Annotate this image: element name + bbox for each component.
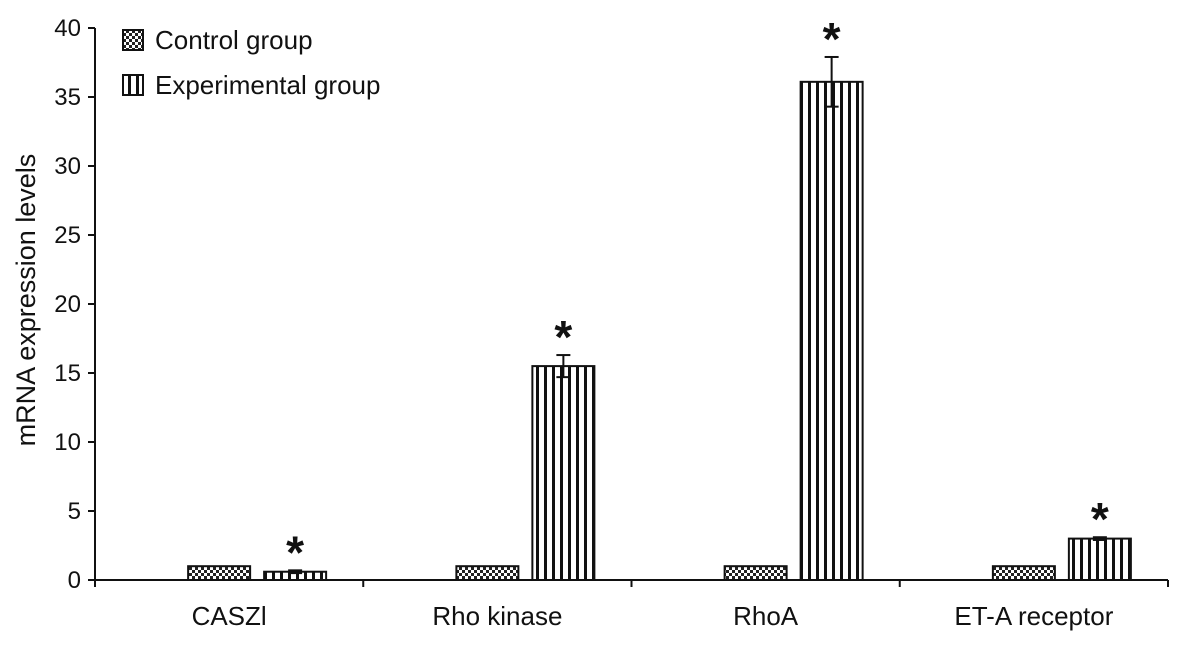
- y-tick-label-25: 25: [54, 222, 81, 249]
- y-tick-label-0: 0: [68, 567, 81, 594]
- y-tick-label-20: 20: [54, 291, 81, 318]
- significance-marker-1: *: [554, 311, 572, 363]
- x-tick-label-1: Rho kinase: [432, 601, 562, 631]
- y-tick-label-15: 15: [54, 360, 81, 387]
- x-tick-label-2: RhoA: [733, 601, 799, 631]
- significance-marker-3: *: [1091, 493, 1109, 545]
- y-tick-label-35: 35: [54, 84, 81, 111]
- x-tick-label-3: ET-A receptor: [954, 601, 1113, 631]
- x-axis: CASZl Rho kinase RhoA ET-A receptor: [94, 579, 1169, 631]
- legend-item-experimental: Experimental group: [122, 70, 380, 100]
- significance-marker-2: *: [823, 13, 841, 65]
- bar-0-2: [723, 565, 788, 582]
- y-axis: 0 5 10 15 20 25 30 35 40: [54, 15, 96, 594]
- bar-0-0: [187, 565, 252, 582]
- y-tick-label-30: 30: [54, 153, 81, 180]
- x-tick-label-0: CASZl: [192, 601, 267, 631]
- legend-swatch-experimental: [122, 74, 144, 96]
- y-tick-label-10: 10: [54, 429, 81, 456]
- bar-0-3: [991, 565, 1056, 582]
- significance-marker-0: *: [286, 526, 304, 578]
- legend-label-experimental: Experimental group: [155, 70, 380, 100]
- legend: Control group Experimental group: [122, 25, 380, 100]
- legend-item-control: Control group: [122, 25, 313, 55]
- legend-label-control: Control group: [155, 25, 313, 55]
- significance-markers: * * * *: [286, 13, 1109, 578]
- y-tick-label-5: 5: [68, 498, 81, 525]
- y-axis-title: mRNA expression levels: [11, 154, 41, 447]
- bars: [187, 80, 1132, 582]
- bar-1-2: [799, 80, 864, 581]
- bar-1-1: [531, 365, 596, 581]
- y-tick-label-40: 40: [54, 15, 81, 42]
- bar-0-1: [455, 565, 520, 582]
- error-bars: [288, 55, 1107, 575]
- legend-swatch-control: [122, 29, 144, 51]
